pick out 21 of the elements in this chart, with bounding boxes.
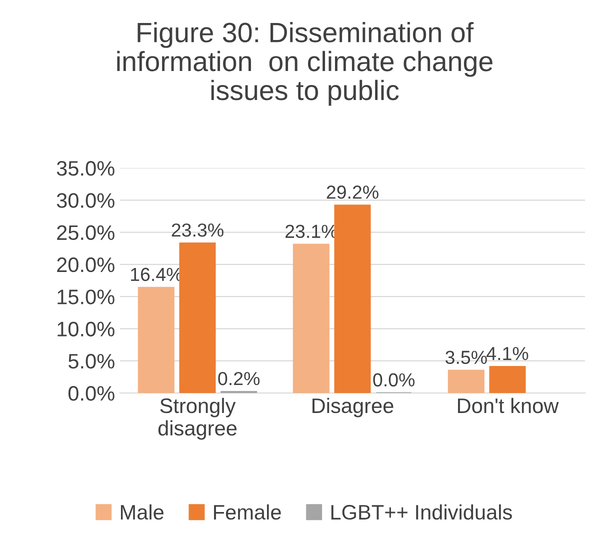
y-tick-label: 0.0% (68, 386, 114, 401)
legend-label: Male (120, 504, 164, 520)
y-tick-label: 30.0% (56, 193, 114, 208)
y-tick-label: 25.0% (57, 225, 114, 240)
y-tick-label: 5.0% (68, 354, 114, 369)
x-tick-label: Disagree (312, 398, 394, 418)
legend-label: Female (214, 504, 281, 520)
legend-label: LGBT++ Individuals (331, 504, 512, 520)
data-label: 29.2% (326, 186, 378, 199)
y-tick-label: 15.0% (58, 290, 114, 304)
data-label: 0.0% (373, 373, 415, 387)
data-label: 23.3% (172, 223, 224, 237)
y-tick-label: 20.0% (57, 257, 114, 272)
data-label: 4.1% (486, 346, 528, 360)
data-label: 3.5% (446, 350, 487, 364)
data-label: 0.2% (218, 372, 260, 386)
chart-title: Figure 30: Dissemination of information on climate change issues to public (117, 22, 492, 106)
x-tick-label: Don't know (458, 398, 559, 414)
y-tick-label: 10.0% (58, 322, 114, 336)
y-tick-label: 35.0% (56, 161, 114, 176)
x-tick-label: Strongly disagree (158, 398, 237, 440)
